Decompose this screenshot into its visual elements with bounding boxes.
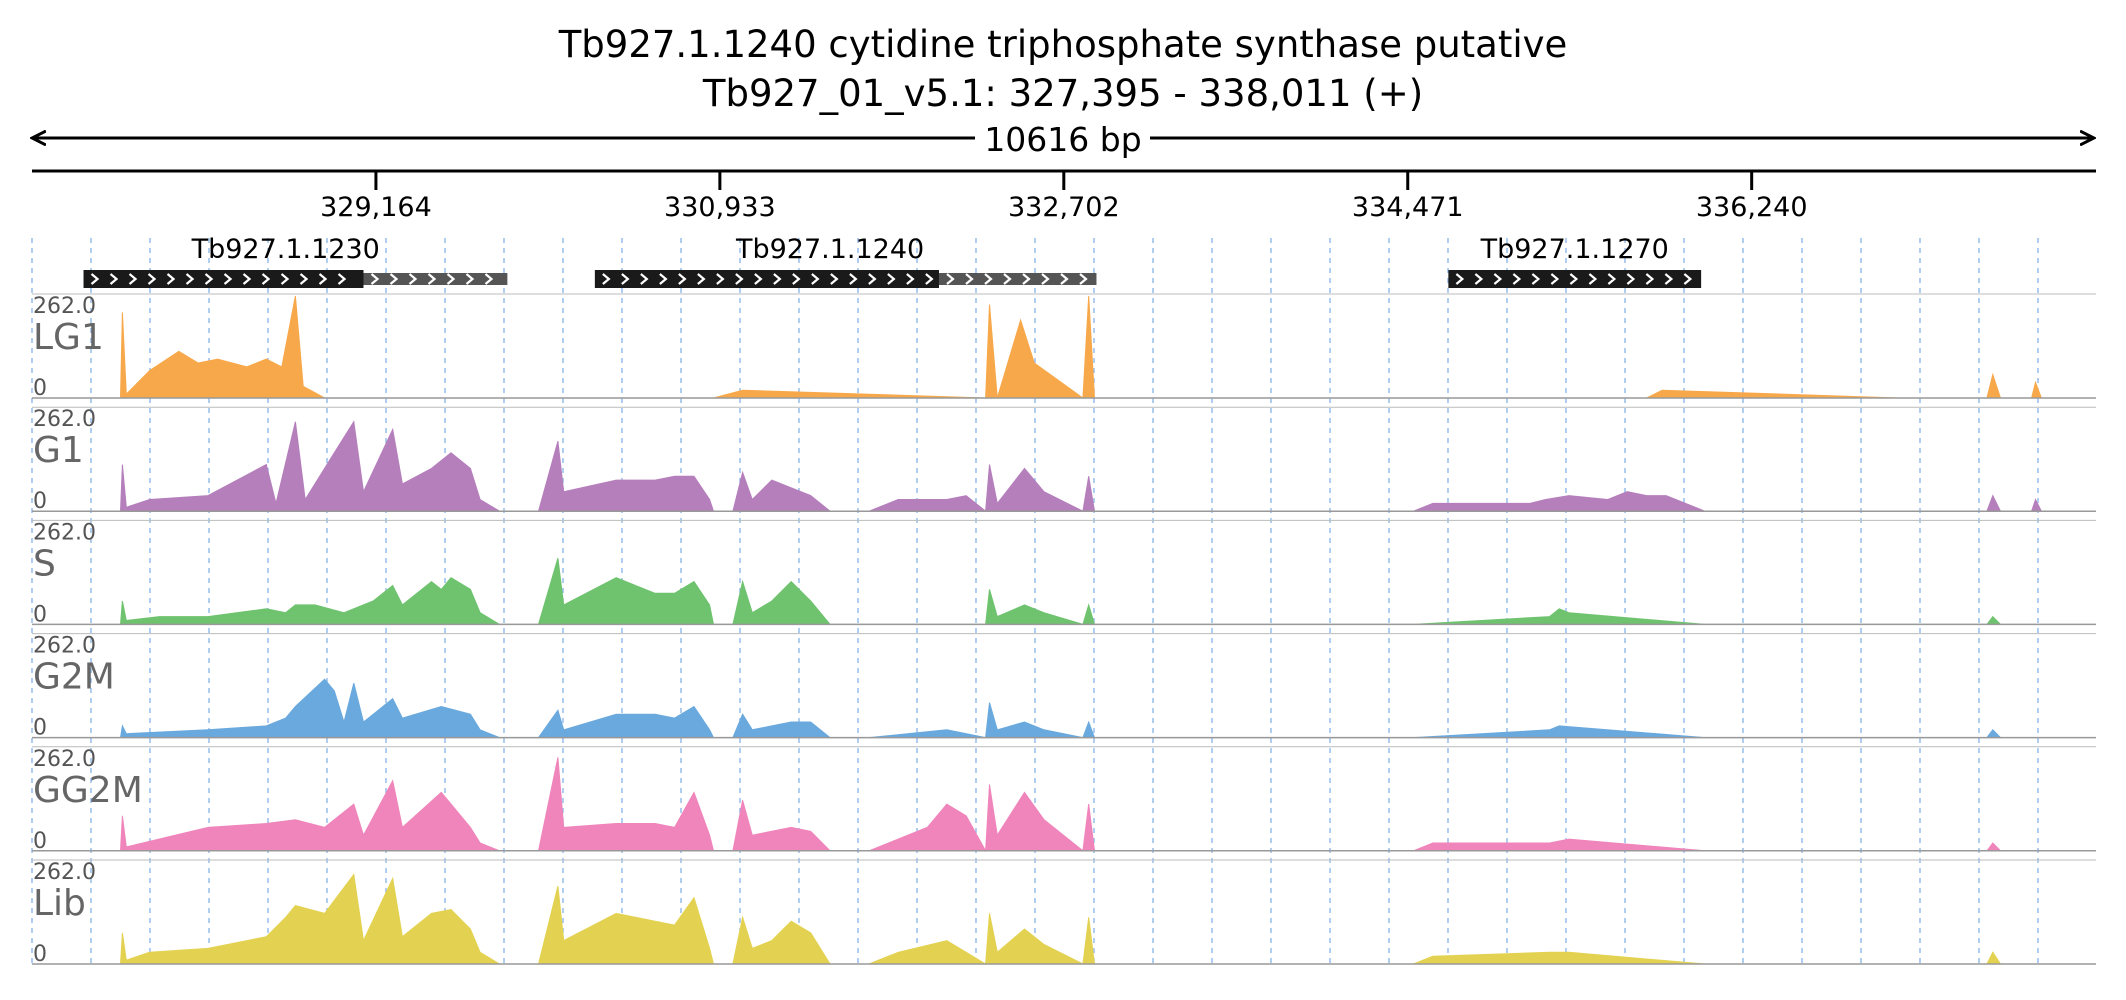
coverage-area xyxy=(119,558,2002,626)
track-name: S xyxy=(33,543,56,584)
coverage-area xyxy=(119,873,2002,965)
track-name: LG1 xyxy=(33,317,104,358)
coverage-area xyxy=(119,420,2043,513)
scale-min-label: 0 xyxy=(33,376,47,401)
chart-title-line2: Tb927_01_v5.1: 327,395 - 338,011 (+) xyxy=(702,72,1423,115)
scale-max-label: 262.0 xyxy=(33,747,96,772)
gene-utr-block xyxy=(938,273,1097,285)
scale-max-label: 262.0 xyxy=(33,520,96,545)
gene-feature: Tb927.1.1270 xyxy=(1448,234,1702,288)
scale-max-label: 262.0 xyxy=(33,634,96,659)
gene-track: Tb927.1.1230 Tb927.1.1240 Tb927.1.1270 xyxy=(83,234,1702,288)
track-name: GG2M xyxy=(33,770,143,811)
track-name: G1 xyxy=(33,430,84,471)
track-lib: 262.0 0 Lib xyxy=(32,859,2096,967)
tick-label: 336,240 xyxy=(1696,192,1808,223)
gene-feature: Tb927.1.1240 xyxy=(594,234,1097,288)
gene-label: Tb927.1.1230 xyxy=(191,234,380,265)
span-label: 10616 bp xyxy=(984,120,1141,159)
track-s: 262.0 0 S xyxy=(32,519,2096,627)
scale-max-label: 262.0 xyxy=(33,407,96,432)
gene-label: Tb927.1.1240 xyxy=(735,234,924,265)
coverage-area xyxy=(119,295,2043,399)
track-g2m: 262.0 0 G2M xyxy=(32,633,2096,741)
strand-chevrons xyxy=(602,273,934,285)
strand-chevrons xyxy=(90,273,347,285)
scale-min-label: 0 xyxy=(33,602,47,627)
tick-label: 329,164 xyxy=(320,192,432,223)
gene-cds-block xyxy=(83,270,364,288)
track-g1: 262.0 0 G1 xyxy=(32,406,2096,514)
gene-label: Tb927.1.1270 xyxy=(1480,234,1669,265)
chart-title-line1: Tb927.1.1240 cytidine triphosphate synth… xyxy=(558,23,1568,66)
track-name: G2M xyxy=(33,657,115,698)
scale-min-label: 0 xyxy=(33,716,47,741)
scale-min-label: 0 xyxy=(33,489,47,514)
tick-label: 330,933 xyxy=(664,192,776,223)
track-gg2m: 262.0 0 GG2M xyxy=(32,746,2096,854)
track-lg1: 262.0 0 LG1 xyxy=(32,293,2096,401)
strand-chevrons xyxy=(946,273,1088,285)
tick-label: 332,702 xyxy=(1008,192,1120,223)
gene-feature: Tb927.1.1230 xyxy=(83,234,508,288)
track-name: Lib xyxy=(33,883,86,924)
grid-lines xyxy=(31,238,2039,965)
coverage-area xyxy=(119,678,2002,739)
strand-chevrons xyxy=(1455,273,1693,285)
scale-min-label: 0 xyxy=(33,942,47,967)
scale-min-label: 0 xyxy=(33,829,47,854)
strand-chevrons xyxy=(370,273,494,285)
scale-max-label: 262.0 xyxy=(33,860,96,885)
tick-label: 334,471 xyxy=(1352,192,1464,223)
scale-max-label: 262.0 xyxy=(33,294,96,319)
coverage-tracks: 262.00LG1262.00G1262.00S262.00G2M262.00G… xyxy=(32,293,2096,967)
ruler-ticks: 329,164 330,933 332,702 334,471 336,240 xyxy=(320,171,1808,223)
coverage-area xyxy=(119,757,2002,853)
